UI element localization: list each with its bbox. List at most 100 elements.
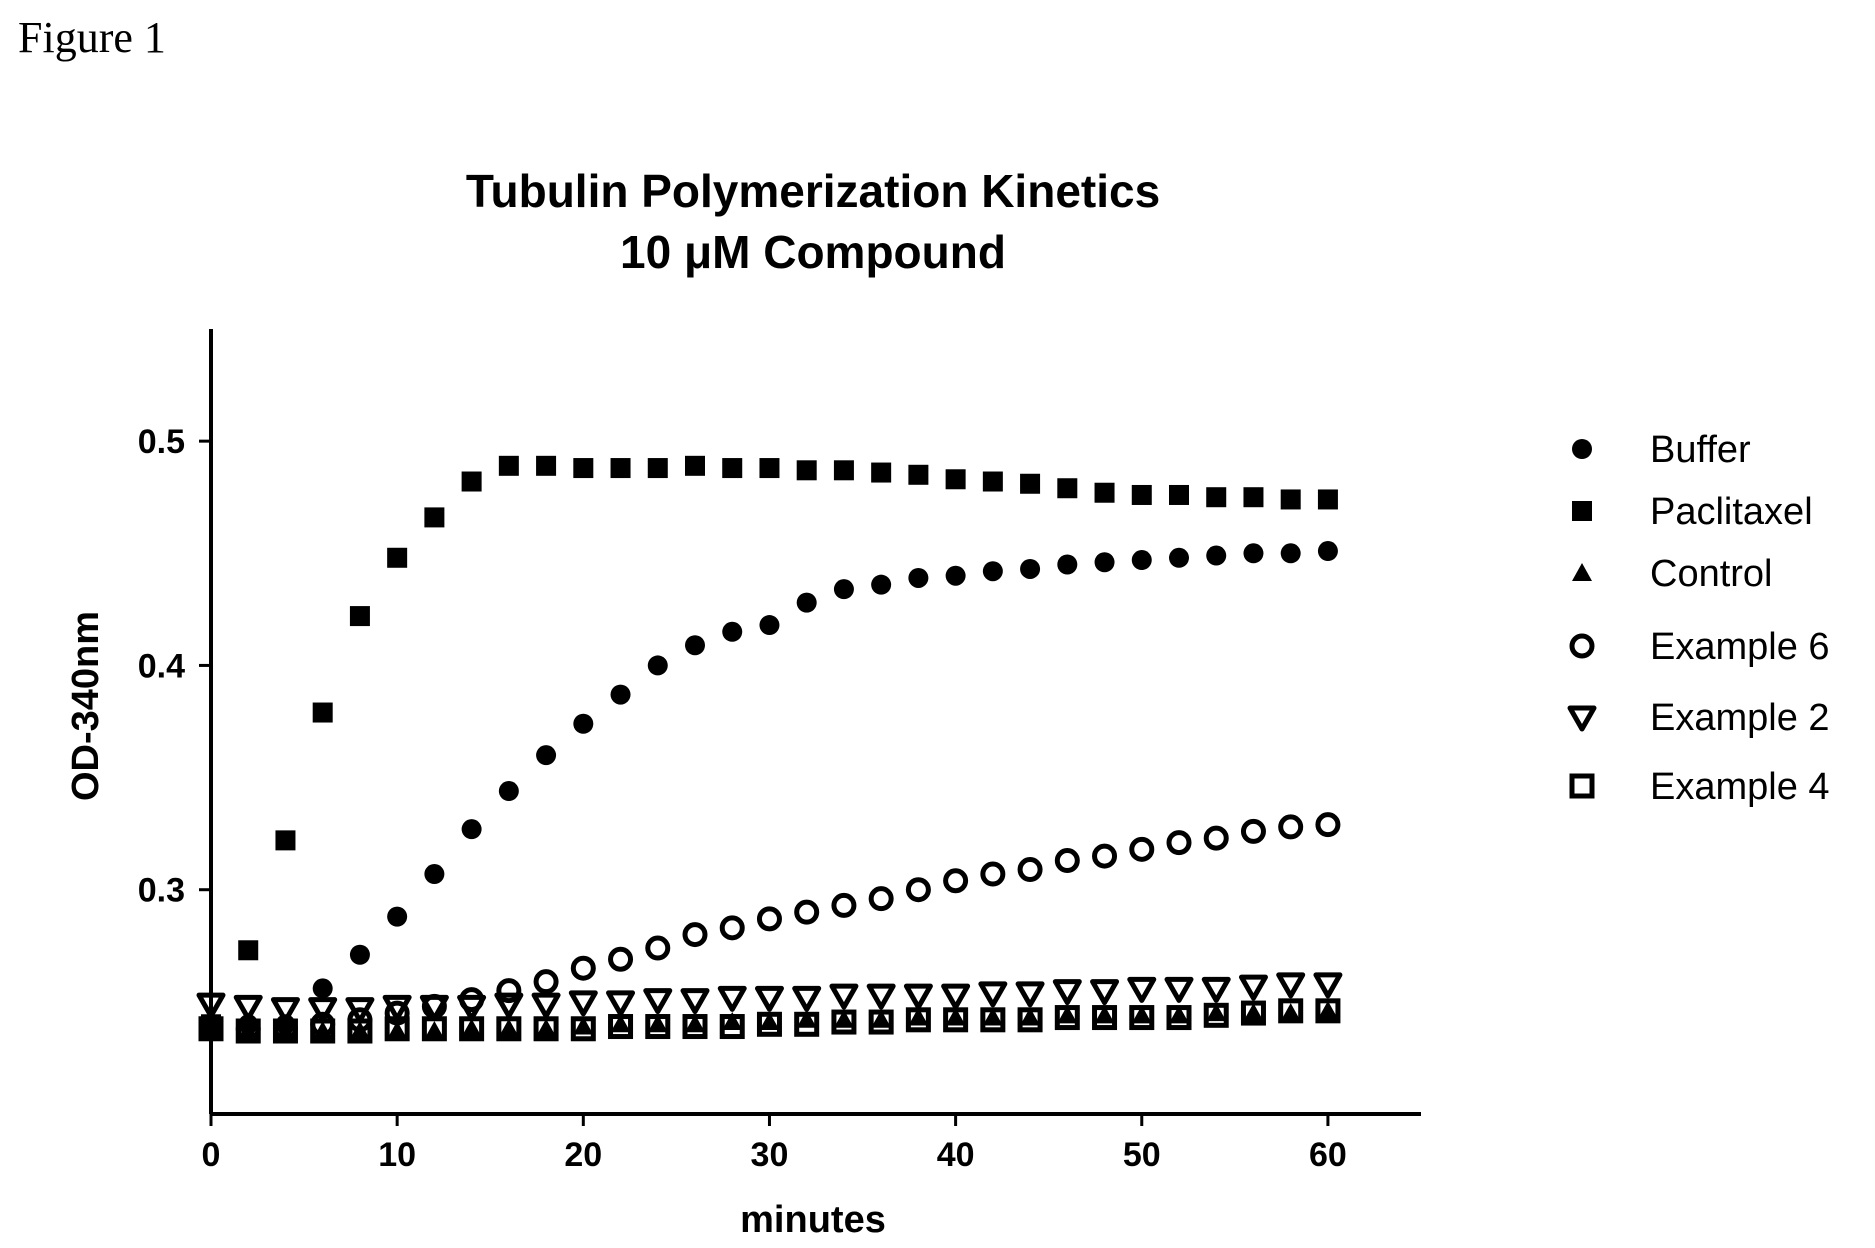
data-point — [1243, 1003, 1264, 1022]
data-point — [1164, 976, 1194, 1003]
data-point — [1166, 1005, 1192, 1031]
data-point — [1127, 976, 1157, 1003]
x-tick-label: 0 — [202, 1136, 221, 1174]
data-point — [1094, 552, 1115, 573]
data-point — [610, 1014, 631, 1033]
data-point — [1017, 857, 1043, 883]
data-point — [1017, 1007, 1043, 1033]
data-point — [1276, 972, 1306, 999]
data-point — [1206, 487, 1227, 508]
y-tick-label: 0.5 — [138, 423, 185, 461]
series-buffer — [201, 541, 1338, 1035]
data-point — [233, 994, 263, 1021]
data-point — [1278, 998, 1304, 1024]
data-point — [982, 561, 1003, 582]
data-point — [831, 1009, 857, 1035]
data-point — [903, 983, 933, 1010]
data-point — [1131, 484, 1152, 505]
data-point — [1169, 484, 1189, 505]
data-point — [1317, 1000, 1338, 1019]
data-point — [833, 460, 854, 481]
data-point — [722, 458, 743, 479]
data-point — [1203, 1002, 1229, 1028]
data-point — [945, 1007, 966, 1026]
data-point — [866, 983, 896, 1010]
chart-title: Tubulin Polymerization Kinetics — [466, 165, 1160, 217]
data-point — [980, 1007, 1006, 1033]
data-point — [498, 455, 519, 476]
data-point — [349, 606, 370, 627]
x-tick-label: 20 — [564, 1136, 602, 1174]
data-point — [759, 615, 780, 636]
data-point — [796, 1009, 817, 1028]
legend-label: Example 6 — [1650, 626, 1830, 668]
data-point — [685, 455, 705, 476]
data-point — [533, 1016, 559, 1042]
data-point — [457, 994, 487, 1021]
data-point — [982, 1007, 1003, 1026]
legend-label: Example 2 — [1650, 697, 1830, 739]
data-point — [1057, 478, 1078, 499]
data-point — [945, 469, 966, 490]
data-point — [310, 1018, 336, 1044]
data-point — [1129, 836, 1155, 862]
data-point — [908, 567, 929, 588]
data-point — [573, 458, 594, 479]
data-point — [1092, 843, 1118, 869]
data-point — [833, 579, 854, 600]
data-point — [496, 978, 522, 1004]
data-point — [1317, 541, 1338, 562]
figure-label: Figure 1 — [18, 13, 166, 62]
data-point — [568, 990, 598, 1017]
data-point — [608, 946, 634, 972]
x-axis-label: minutes — [740, 1199, 886, 1241]
data-point — [198, 1016, 224, 1042]
data-point — [1278, 814, 1304, 840]
data-point — [945, 565, 966, 586]
data-point — [1057, 1005, 1078, 1024]
legend-item: Buffer — [1572, 429, 1751, 471]
data-point — [1129, 1005, 1155, 1031]
data-point — [871, 574, 892, 595]
data-point — [647, 1014, 668, 1033]
data-point — [1131, 1005, 1152, 1024]
x-tick-label: 50 — [1123, 1136, 1161, 1174]
data-point — [1280, 1003, 1301, 1022]
data-point — [1094, 1005, 1115, 1024]
data-point — [272, 1018, 298, 1044]
data-point — [461, 471, 482, 492]
data-point — [498, 1018, 519, 1037]
data-point — [387, 547, 408, 568]
data-point — [905, 877, 931, 903]
data-point — [871, 462, 892, 483]
data-point — [494, 992, 524, 1019]
legend-item: Paclitaxel — [1572, 491, 1813, 533]
data-point — [1054, 848, 1080, 874]
data-point — [645, 935, 671, 961]
data-point — [345, 997, 375, 1024]
data-point — [1169, 547, 1189, 568]
data-point — [536, 1018, 557, 1037]
data-point — [424, 507, 445, 528]
data-point — [796, 460, 817, 481]
data-point — [1240, 818, 1266, 844]
data-point — [570, 955, 596, 981]
data-point — [941, 983, 971, 1010]
data-point — [685, 1014, 705, 1033]
data-point — [1313, 972, 1343, 999]
data-point — [717, 985, 747, 1012]
axes: 0 10 20 30 40 50 60 0.3 0.4 0.5 — [138, 329, 1421, 1174]
data-point — [1054, 1005, 1080, 1031]
data-point — [722, 1012, 743, 1031]
data-point — [1201, 976, 1231, 1003]
data-point — [794, 899, 820, 925]
legend-label: Buffer — [1650, 429, 1751, 471]
data-point — [1315, 998, 1341, 1024]
series-example-6 — [198, 812, 1341, 1042]
data-point — [978, 981, 1008, 1008]
legend-marker — [1569, 773, 1595, 799]
data-point — [1057, 554, 1078, 575]
data-point — [1131, 550, 1152, 571]
data-point — [461, 1018, 482, 1037]
